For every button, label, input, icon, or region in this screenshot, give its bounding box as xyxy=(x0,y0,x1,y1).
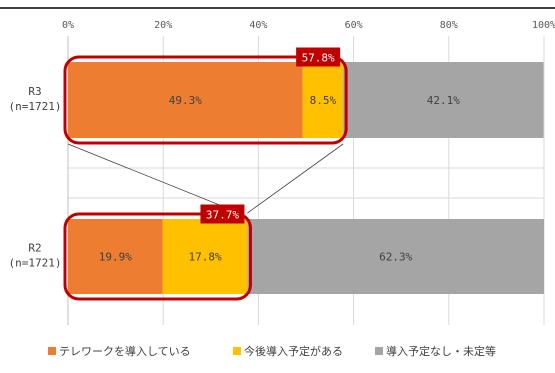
bar-value-label: 42.1% xyxy=(427,94,460,107)
bar-segment xyxy=(68,219,163,294)
legend-swatch xyxy=(375,347,383,355)
legend-label: 今後導入予定がある xyxy=(244,344,343,358)
x-tick-label: 60% xyxy=(345,20,363,31)
bar-value-label: 19.9% xyxy=(99,251,132,264)
x-tick-label: 40% xyxy=(249,20,267,31)
highlight-total-badge xyxy=(296,47,341,67)
highlight-total-label: 37.7% xyxy=(206,209,239,222)
x-axis-ticks: 0% 20% 40% 60% 80% 100% xyxy=(62,20,555,31)
connector-line xyxy=(247,143,344,214)
highlight-box xyxy=(63,212,252,301)
legend: テレワークを導入している 今後導入予定がある 導入予定なし・未定等 xyxy=(48,344,496,358)
highlight-total-badge xyxy=(200,204,245,224)
category-label: R3 xyxy=(28,85,41,98)
highlight-box xyxy=(63,55,348,145)
bar-segment xyxy=(247,219,544,294)
x-tick-label: 80% xyxy=(440,20,458,31)
category-sublabel: (n=1721) xyxy=(9,100,62,113)
highlight-boxes: 57.8% 37.7% xyxy=(63,47,348,301)
x-tick-label: 20% xyxy=(154,20,172,31)
category-label: R2 xyxy=(28,242,41,255)
x-tick-label: 100% xyxy=(532,20,555,31)
category-labels: R3 (n=1721) R2 (n=1721) xyxy=(9,85,62,270)
legend-label: テレワークを導入している xyxy=(59,344,191,358)
bar-value-label: 17.8% xyxy=(189,251,222,264)
connector-line xyxy=(67,143,240,214)
legend-swatch xyxy=(48,347,56,355)
category-sublabel: (n=1721) xyxy=(9,257,62,270)
connector-lines xyxy=(67,143,344,214)
bar-value-label: 49.3% xyxy=(169,94,202,107)
bar-segment xyxy=(162,219,248,294)
bar-segment xyxy=(68,62,303,138)
legend-swatch xyxy=(233,347,241,355)
legend-label: 導入予定なし・未定等 xyxy=(386,344,496,358)
bar-segment xyxy=(302,62,344,138)
bar-value-label: 62.3% xyxy=(379,251,412,264)
bar-segment xyxy=(343,62,544,138)
bars: 49.3% 8.5% 42.1% 19.9% 17.8% 62.3% xyxy=(68,62,544,294)
highlight-total-label: 57.8% xyxy=(302,52,335,65)
bar-value-label: 8.5% xyxy=(310,94,337,107)
x-tick-label: 0% xyxy=(62,20,74,31)
